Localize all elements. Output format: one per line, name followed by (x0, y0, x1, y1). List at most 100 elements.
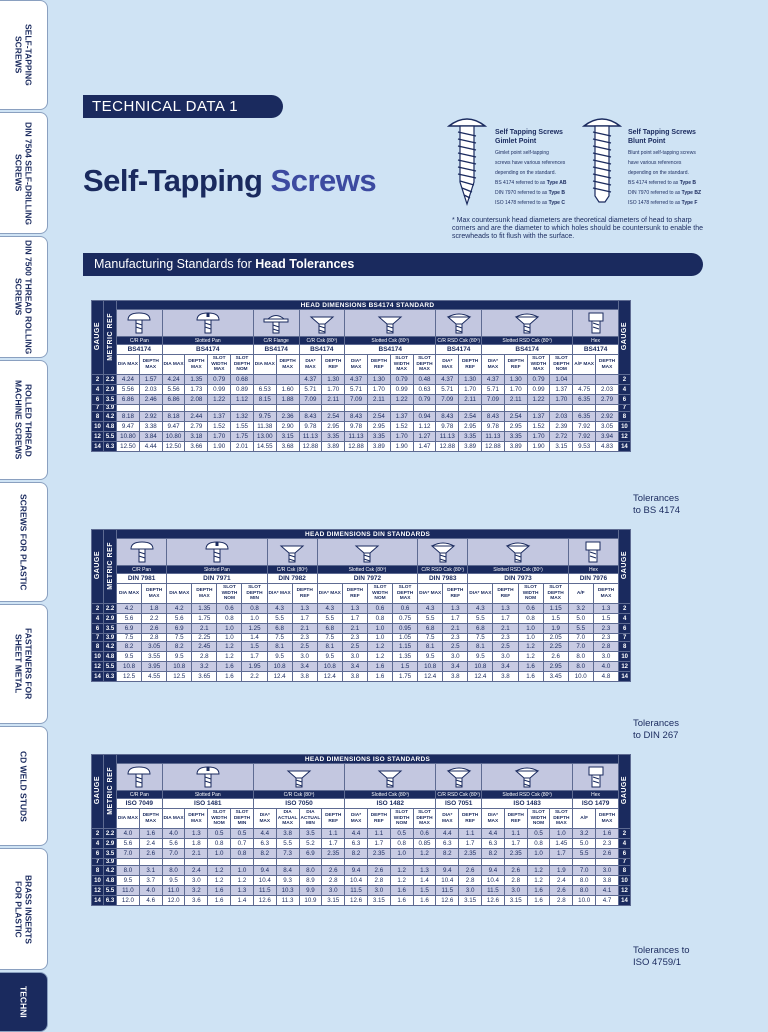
table-cell (389, 404, 414, 412)
table-row: 8 4.2 8.18 2.92 8.18 2.44 1.37 1.32 9.75 2.36 8.43… (91, 411, 631, 422)
table-cell: 8.2 (115, 641, 143, 652)
gauge-value: 4 (91, 384, 104, 395)
table-cell: 3.5 (298, 828, 323, 839)
column-header: SLOT DEPTH MIN (230, 808, 254, 829)
table-cell: 2.8 (321, 875, 346, 886)
table-cell: 12.5 (166, 671, 193, 682)
table-cell: 8.9 (298, 875, 323, 886)
point-type-line: Blunt point self-tapping screws (628, 150, 696, 156)
side-tab[interactable]: TECHNI (0, 972, 48, 1032)
table-cell: 11.5 (481, 885, 505, 896)
table-cell: 1.75 (230, 431, 254, 442)
head-style-name: C/R RSD Csk (80º) (435, 790, 482, 799)
column-header: SLOT WIDTH NOM (216, 583, 243, 604)
column-header: DEPTH MAX (141, 583, 168, 604)
table-cell: 4.37 (481, 374, 505, 385)
column-header: DEPTH MAX (275, 354, 300, 375)
table-cell: 3.65 (191, 671, 218, 682)
metric-ref-value: 2.2 (103, 828, 117, 839)
table-cell: 5.0 (572, 838, 597, 849)
side-tab[interactable]: SELF-TAPPING SCREWS (0, 0, 48, 110)
table-cell: 1.0 (389, 848, 414, 859)
table-cell: 4.4 (435, 828, 460, 839)
table-cell: 1.7 (442, 613, 469, 624)
table-cell: 6.8 (316, 623, 343, 634)
table-cell: 1.6 (216, 671, 243, 682)
table-cell: 6.9 (298, 848, 323, 859)
blunt-point-screw-icon (582, 118, 622, 203)
column-header: DEPTH REF (503, 808, 528, 829)
table-cell: 4.7 (595, 895, 619, 906)
table-cell: 12.6 (435, 895, 460, 906)
table-cell: 1.1 (366, 828, 391, 839)
table-cell: 2.5 (291, 641, 318, 652)
side-tab[interactable]: ROLLED THREAD MACHINE SCREWS (0, 360, 48, 480)
table-cell: 10.0 (567, 671, 594, 682)
table-cell: 0.79 (526, 374, 551, 385)
side-tab[interactable]: SCREWS FOR PLASTIC (0, 482, 48, 602)
table-cell: 10.8 (417, 661, 444, 672)
table-cell (298, 404, 323, 412)
table-title: HEAD DIMENSIONS DIN STANDARDS (115, 529, 620, 539)
table-cell (412, 404, 437, 412)
side-tab[interactable]: FASTENERS FOR SHEET METAL (0, 604, 48, 724)
table-cell: 12.5 (115, 671, 143, 682)
table-cell: 2.1 (442, 623, 469, 634)
head-style-name: Slotted Pan (161, 336, 254, 345)
table-cell: 2.4 (549, 875, 574, 886)
table-cell: 12.0 (116, 895, 140, 906)
table-cell: 0.79 (412, 394, 437, 405)
side-tab[interactable]: DIN 7504 SELF-DRILLING SCREWS (0, 112, 48, 234)
table-cell: 6.86 (116, 394, 140, 405)
table-cell: 10.3 (275, 885, 300, 896)
gauge-value-right: 7 (617, 858, 631, 866)
table-cell: 1.30 (321, 374, 346, 385)
table-cell: 2.6 (542, 651, 569, 662)
table-cell: 1.4 (241, 633, 268, 642)
table-cell: 0.5 (389, 828, 414, 839)
table-cell: 1.2 (517, 651, 544, 662)
table-cell: 11.5 (252, 885, 277, 896)
table-cell: 1.2 (526, 865, 551, 876)
table-cell: 1.0 (230, 865, 254, 876)
table-cell: 1.2 (366, 641, 394, 652)
banner-prefix: Manufacturing Standards for (94, 257, 256, 271)
table-cell: 3.89 (366, 441, 391, 452)
section-tabs: SELF-TAPPING SCREWS DIN 7504 SELF-DRILLIN… (0, 0, 48, 1032)
table-cell: 9.4 (481, 865, 505, 876)
gauge-value-right: 10 (617, 421, 631, 432)
table-cell (526, 404, 551, 412)
table-cell: 1.0 (216, 623, 243, 634)
table-cell: 3.15 (458, 895, 482, 906)
gauge-value-right: 12 (617, 431, 631, 442)
table-cell: 3.55 (141, 651, 168, 662)
side-tab[interactable]: BRASS INSERTS FOR PLASTIC (0, 848, 48, 970)
table-cell: 3.15 (321, 895, 346, 906)
column-header: DEPTH MAX (592, 583, 620, 604)
table-cell: 5.5 (417, 613, 444, 624)
screw-head-icon (505, 542, 531, 563)
table-cell: 12.88 (298, 441, 323, 452)
head-style-icon-cell (435, 309, 482, 337)
table-title: HEAD DIMENSIONS BS4174 STANDARD (116, 300, 619, 310)
table-cell: 1.55 (230, 421, 254, 432)
column-header: DEPTH MAX (595, 808, 619, 829)
table-cell: 7.5 (115, 633, 143, 642)
table-cell: 6.53 (252, 384, 277, 395)
metric-header-cell: METRIC REF (103, 300, 117, 375)
table-cell: 4.2 (115, 603, 143, 614)
column-header: DIA ACTUAL MIN (298, 808, 323, 829)
column-header: DIA MAX (166, 583, 193, 604)
gauge-value-right: 8 (618, 641, 632, 652)
table-cell: 1.7 (503, 838, 528, 849)
table-cell: 5.56 (161, 384, 186, 395)
column-header: DIA MAX (161, 808, 186, 829)
side-tab[interactable]: DIN 7500 THREAD ROLLING SCREWS (0, 236, 48, 358)
column-header: SLOT DEPTH MIN (241, 583, 268, 604)
table-row: 4 2.9 5.56 2.03 5.56 1.73 0.99 0.89 6.53 1.60 5.71… (91, 384, 631, 395)
table-cell: 9.5 (266, 651, 293, 662)
table-cell: 2.95 (542, 661, 569, 672)
table-cell: 0.48 (412, 374, 437, 385)
side-tab[interactable]: CD WELD STUDS (0, 726, 48, 846)
table-cell: 9.78 (298, 421, 323, 432)
